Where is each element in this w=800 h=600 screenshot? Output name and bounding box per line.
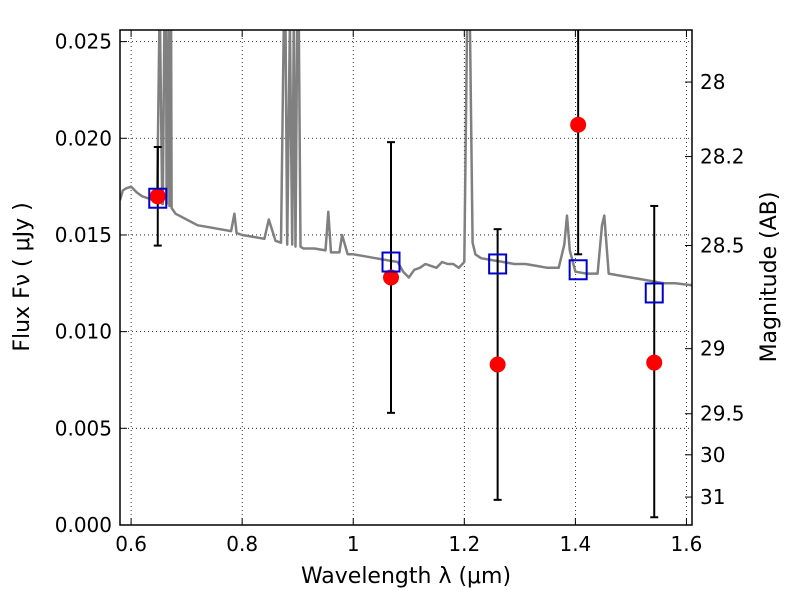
x-axis-label: Wavelength λ (μm) — [301, 564, 511, 589]
model-square — [644, 282, 664, 304]
y-tick-label: 0.015 — [55, 223, 112, 247]
right-tick-label: 29 — [700, 337, 725, 361]
y-tick-label: 0.020 — [55, 126, 112, 150]
observed-point — [570, 116, 587, 133]
x-tick-label: 1.6 — [671, 532, 703, 556]
model-square — [148, 187, 168, 209]
right-tick-label: 31 — [700, 485, 725, 509]
observed-point — [646, 354, 663, 371]
tick-labels: 0.6 0.8 1 1.2 1.4 1.6 0.000 0.005 0.010 0.015 0.02… — [55, 30, 745, 556]
x-tick-label: 0.8 — [226, 532, 258, 556]
x-tick-label: 0.6 — [115, 532, 147, 556]
observed-point — [149, 188, 166, 205]
observed-point — [489, 356, 506, 373]
model-square — [381, 251, 401, 273]
plot-frame — [119, 29, 693, 526]
right-tick-label: 28 — [700, 70, 725, 94]
grid-lines — [120, 30, 692, 526]
observed-point — [383, 269, 400, 286]
model-square — [488, 253, 508, 275]
x-tick-label: 1 — [347, 532, 360, 556]
right-tick-label: 28.5 — [700, 234, 745, 258]
axis-ticks — [120, 30, 692, 526]
x-tick-label: 1.4 — [559, 532, 591, 556]
x-axis-label-text: Wavelength λ (μm) — [301, 564, 511, 589]
x-tick-label: 1.2 — [448, 532, 480, 556]
right-tick-label: 30 — [700, 443, 725, 467]
spectrum-line — [120, 30, 692, 287]
right-tick-label: 29.5 — [700, 402, 745, 426]
y-tick-label: 0.005 — [55, 416, 112, 440]
y-axis-label: Flux Fν ( μJy ) — [10, 202, 35, 351]
right-tick-label: 28.2 — [700, 145, 745, 169]
y-tick-label: 0.025 — [55, 30, 112, 54]
spectrum-series — [120, 30, 692, 287]
y-axis-label-text: Flux Fν ( μJy ) — [10, 202, 35, 351]
model-square — [568, 259, 588, 281]
right-axis-label: Magnitude (AB) — [757, 192, 782, 363]
right-axis-label-text: Magnitude (AB) — [757, 192, 782, 363]
observed-points — [149, 116, 663, 373]
model-squares — [148, 187, 664, 304]
y-tick-label: 0.010 — [55, 320, 112, 344]
y-tick-label: 0.000 — [55, 513, 112, 537]
